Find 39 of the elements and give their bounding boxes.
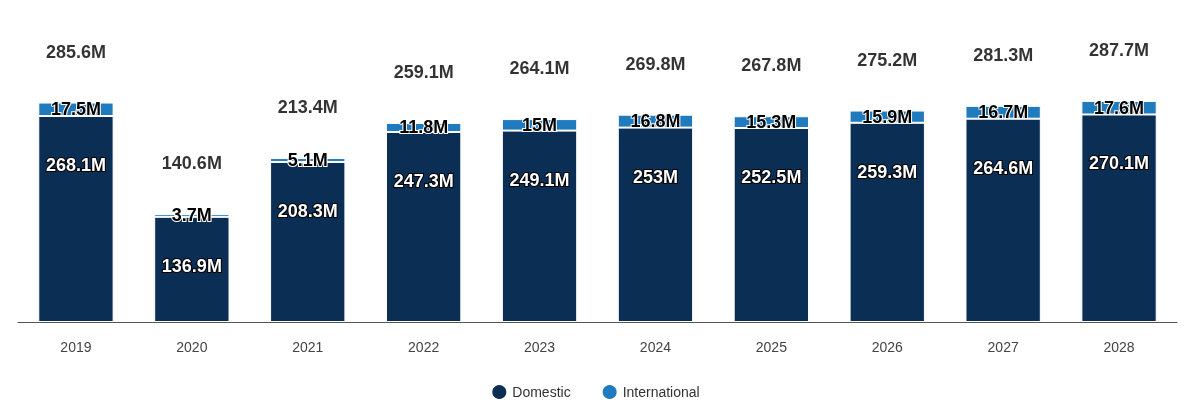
x-tick-label: 2024 xyxy=(639,339,672,355)
x-tick-label: 2019 xyxy=(60,339,92,355)
x-tick-label: 2028 xyxy=(1103,339,1135,355)
data-label: 15M xyxy=(522,114,558,135)
data-label: 16.8M xyxy=(630,111,681,132)
total-label: 275.2M xyxy=(857,49,918,70)
data-label: 270.1M xyxy=(1089,153,1150,174)
x-tick-label: 2027 xyxy=(987,339,1019,355)
total-label: 267.8M xyxy=(741,55,802,76)
x-tick-label: 2022 xyxy=(408,339,440,355)
data-label: 247.3M xyxy=(393,170,454,191)
data-label: 264.6M xyxy=(973,157,1034,178)
data-label: 136.9M xyxy=(161,255,222,276)
data-label: 268.1M xyxy=(45,155,106,176)
data-label: 16.7M xyxy=(978,102,1029,123)
x-tick-label: 2023 xyxy=(523,339,556,355)
data-label: 15.9M xyxy=(862,106,913,127)
total-label: 259.1M xyxy=(393,61,454,82)
x-tick-label: 2026 xyxy=(871,339,904,355)
total-label: 269.8M xyxy=(625,53,686,74)
x-tick-label: 2025 xyxy=(755,339,788,355)
data-label: 17.5M xyxy=(50,99,101,120)
data-label: 15.3M xyxy=(746,112,797,133)
legend-label: Domestic xyxy=(512,384,571,400)
total-label: 213.4M xyxy=(277,97,338,118)
x-tick-label: 2020 xyxy=(176,339,208,355)
data-label: 17.6M xyxy=(1094,97,1145,118)
total-label: 264.1M xyxy=(509,58,570,79)
data-label: 253M xyxy=(632,166,678,187)
total-label: 281.3M xyxy=(973,44,1034,65)
data-label: 259.3M xyxy=(857,161,918,182)
total-label: 285.6M xyxy=(45,41,106,62)
data-label: 252.5M xyxy=(741,166,802,187)
total-label: 140.6M xyxy=(161,152,222,173)
legend-label: International xyxy=(622,384,700,400)
data-label: 249.1M xyxy=(509,169,570,190)
total-label: 287.7M xyxy=(1089,39,1150,60)
data-label: 208.3M xyxy=(277,200,338,221)
x-tick-label: 2021 xyxy=(292,339,324,355)
